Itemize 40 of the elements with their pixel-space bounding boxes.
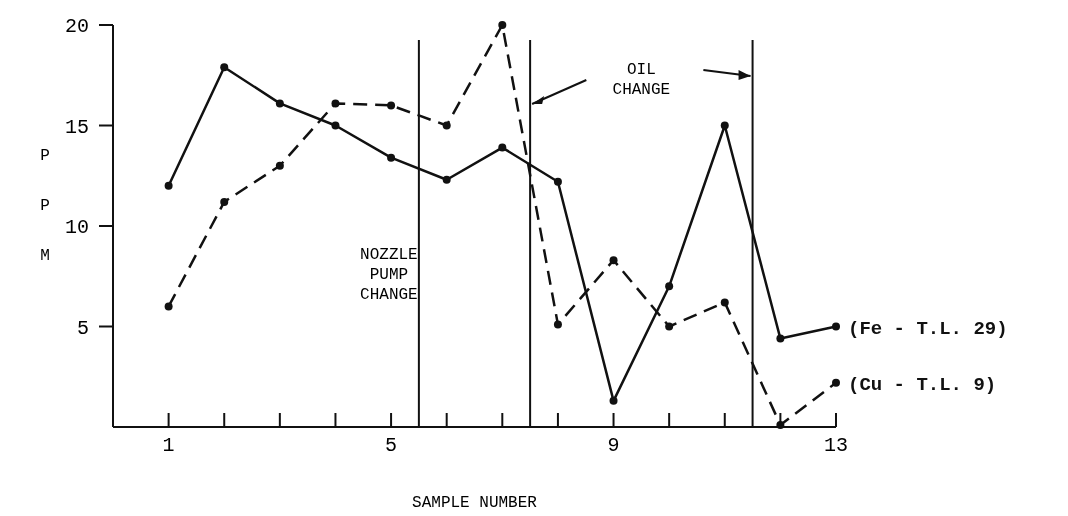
y-tick-label: 20 (64, 15, 89, 38)
y-tick-label: 5 (76, 316, 89, 340)
point (220, 63, 229, 72)
point (275, 99, 284, 108)
series-label: (Cu - T.L. 9) (848, 373, 997, 396)
point (331, 99, 340, 108)
y-tick-label: 15 (64, 115, 89, 139)
point (776, 420, 785, 429)
point (442, 175, 451, 184)
point (442, 121, 451, 130)
x-tick-label: 9 (607, 434, 620, 457)
ref-line-label: NOZZLE PUMP CHANGE (360, 246, 418, 304)
series-label: (Fe - T.L. 29) (848, 317, 1008, 340)
x-tick-label: 13 (823, 434, 849, 457)
point (553, 320, 562, 329)
point (832, 378, 840, 387)
point (387, 101, 396, 110)
x-axis-title: SAMPLE NUMBER (412, 494, 538, 512)
point (164, 302, 173, 311)
text: PPM (40, 147, 50, 265)
x-tick-label: 5 (385, 434, 398, 457)
point (720, 121, 729, 130)
point (720, 298, 729, 307)
point (609, 256, 618, 265)
point (832, 322, 840, 331)
point (665, 322, 674, 331)
x-tick-label: 1 (162, 434, 175, 457)
point (275, 161, 284, 170)
point (331, 121, 340, 130)
point (498, 143, 507, 152)
point (553, 177, 562, 186)
point (387, 153, 396, 162)
annotation: OIL CHANGE (612, 61, 671, 99)
point (776, 334, 785, 343)
y-tick-label: 10 (64, 216, 89, 239)
point (609, 396, 618, 405)
point (665, 282, 674, 291)
point (220, 197, 229, 206)
point (164, 181, 173, 190)
point (498, 21, 507, 29)
